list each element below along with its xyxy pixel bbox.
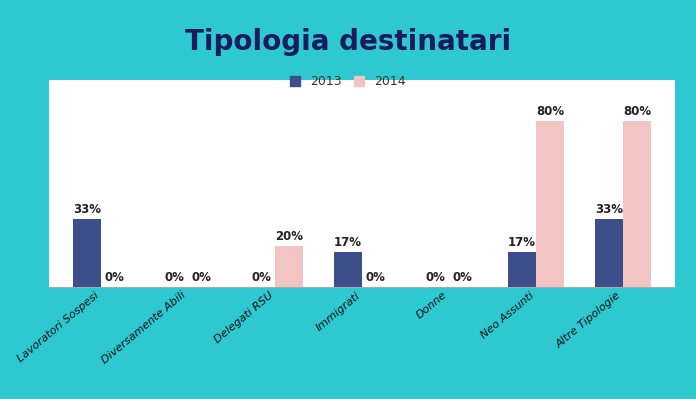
Text: 17%: 17%	[334, 236, 362, 249]
Text: 0%: 0%	[164, 271, 184, 284]
Text: 20%: 20%	[275, 230, 303, 243]
Bar	[508, 252, 536, 287]
Bar	[623, 121, 651, 287]
Bar	[334, 252, 362, 287]
Bar	[536, 121, 564, 287]
Text: 17%: 17%	[508, 236, 536, 249]
Legend: 2013, 2014: 2013, 2014	[285, 70, 411, 93]
Bar	[595, 219, 623, 287]
Text: 0%: 0%	[105, 271, 125, 284]
Text: 80%: 80%	[623, 105, 651, 118]
Bar	[73, 219, 101, 287]
Text: 0%: 0%	[366, 271, 386, 284]
Text: 0%: 0%	[453, 271, 473, 284]
Bar	[275, 246, 303, 287]
Text: 0%: 0%	[425, 271, 445, 284]
Text: Tipologia destinatari: Tipologia destinatari	[185, 28, 511, 56]
Text: 0%: 0%	[192, 271, 212, 284]
Text: 0%: 0%	[251, 271, 271, 284]
Text: 33%: 33%	[595, 203, 623, 216]
Text: 33%: 33%	[73, 203, 101, 216]
Text: 80%: 80%	[536, 105, 564, 118]
